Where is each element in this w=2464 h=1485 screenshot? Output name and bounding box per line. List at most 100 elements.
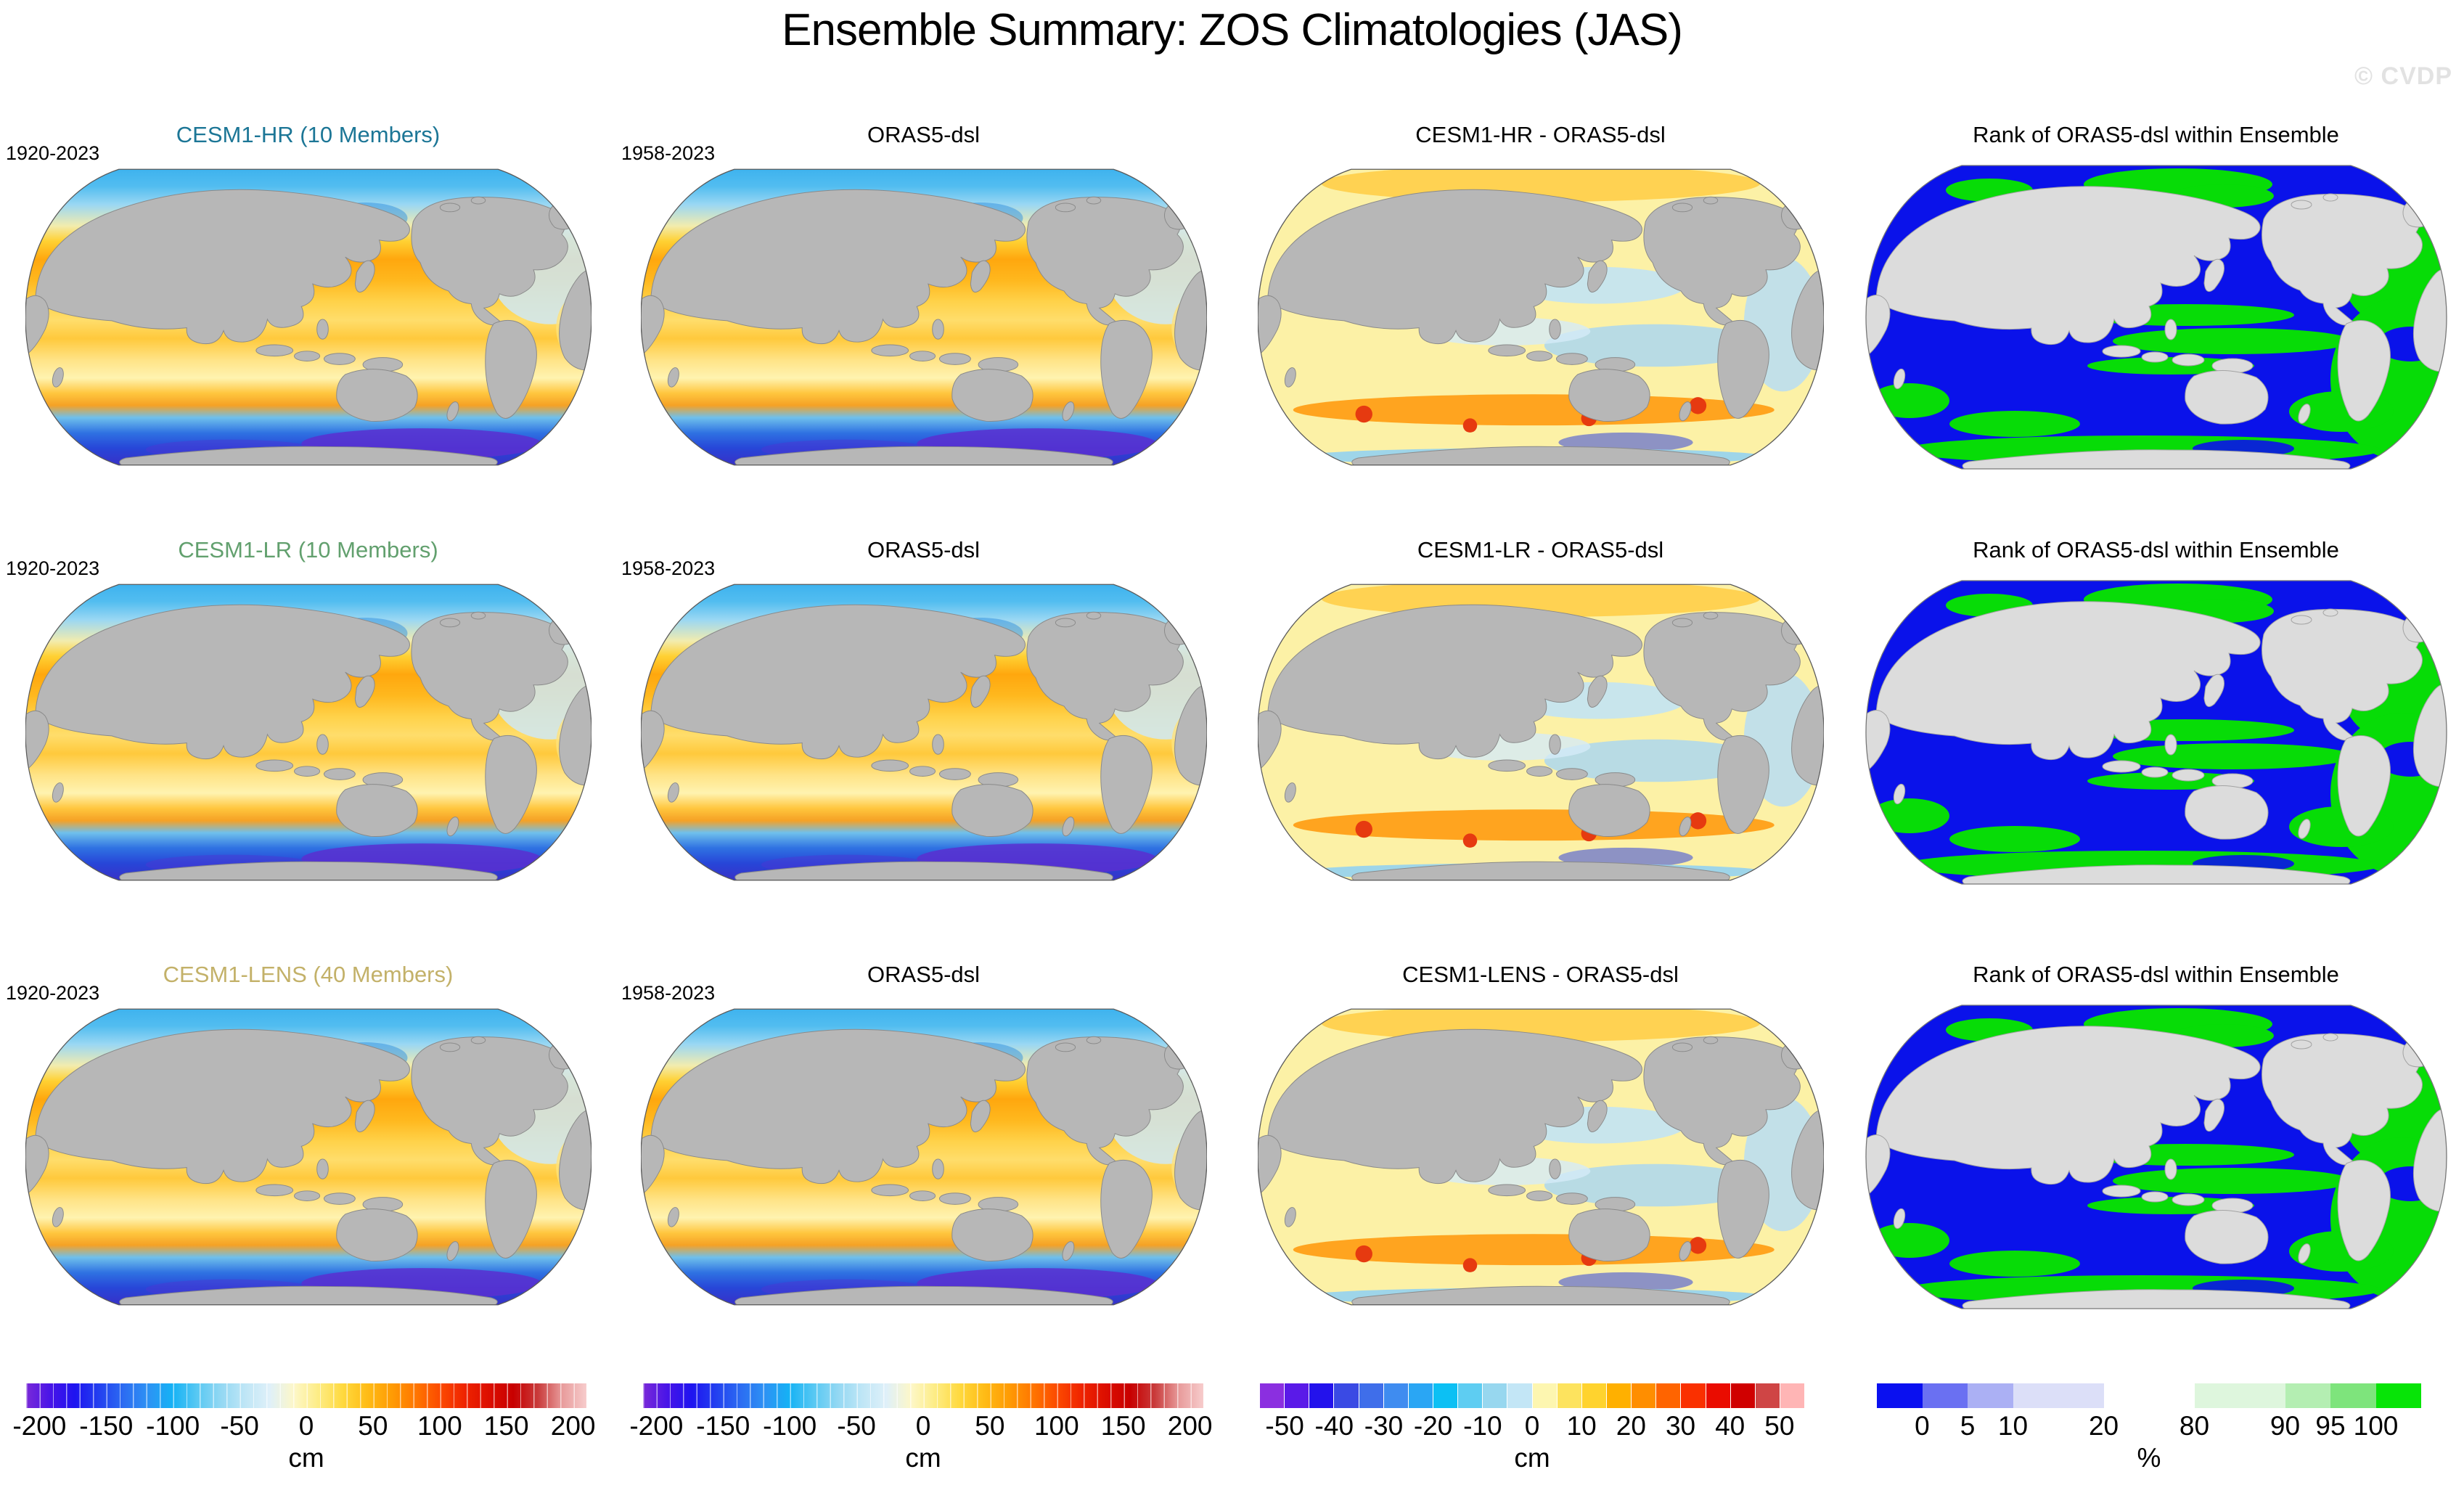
panel-title: CESM1-LR (10 Members)	[178, 537, 438, 562]
colorbar-tick-label: 20	[2088, 1411, 2119, 1441]
panel-date-label: 1958-2023	[621, 982, 716, 1004]
colorbar-tick-label: -200	[629, 1411, 684, 1441]
colorbar-ticks: -200 -150 -100 -50 0 50 100 150 200	[629, 1408, 1212, 1441]
panel-title: Rank of ORAS5-dsl within Ensemble	[1973, 122, 2339, 147]
cvdp-watermark: © CVDP	[2354, 62, 2452, 90]
panel-title: CESM1-HR (10 Members)	[176, 122, 441, 147]
colorbar-tick-label: -40	[1314, 1411, 1354, 1441]
panel-title: Rank of ORAS5-dsl within Ensemble	[1973, 537, 2339, 562]
panel-rank-cesm1-lens: Rank of ORAS5-dsl within Ensemble	[1849, 960, 2463, 1356]
page-title: Ensemble Summary: ZOS Climatologies (JAS…	[782, 5, 1683, 55]
panel-cesm1-lr-climatology: CESM1-LR (10 Members) 1920-2023	[1, 536, 615, 931]
colorbar-cell	[1877, 1383, 1923, 1408]
colorbar-ticks: -200 -150 -100 -50 0 50 100 150 200	[12, 1408, 595, 1441]
colorbar-tick-label: -100	[763, 1411, 817, 1441]
panel-title: ORAS5-dsl	[867, 537, 981, 562]
panel-title: Rank of ORAS5-dsl within Ensemble	[1973, 962, 2339, 987]
map-cesm1-lens-difference	[1258, 1001, 1824, 1313]
panel-title: ORAS5-dsl	[867, 962, 981, 987]
colorbar-climatology-1: -200 -150 -100 -50 0 50 100 150 200 cm	[12, 1383, 595, 1485]
colorbar-tick-label: 40	[1715, 1411, 1745, 1441]
panel-title: CESM1-HR - ORAS5-dsl	[1415, 122, 1666, 147]
colorbar-cell	[1260, 1383, 1285, 1408]
colorbar-cell	[1408, 1383, 1433, 1408]
colorbar-gradient	[643, 1383, 1203, 1408]
panel-date-label: 1920-2023	[6, 142, 100, 164]
colorbar-cell	[1483, 1383, 1507, 1408]
map-oras5-dsl-climatology-3	[641, 1001, 1207, 1313]
map-cesm1-hr-difference	[1258, 161, 1824, 473]
colorbar-tick-label: -50	[837, 1411, 876, 1441]
map-rank-oras5-dsl-cesm1-lr	[1854, 576, 2458, 888]
colorbar-cell	[1557, 1383, 1581, 1408]
colorbar-tick-label: 100	[417, 1411, 462, 1441]
map-rank-oras5-dsl-cesm1-lens	[1854, 1001, 2458, 1313]
colorbar-tick-label: 50	[975, 1411, 1005, 1441]
colorbar-tick-label: -50	[220, 1411, 259, 1441]
colorbar-tick-label: 95	[2315, 1411, 2346, 1441]
colorbar-tick-label: 20	[1616, 1411, 1646, 1441]
colorbar-ticks: 0 5 10 20 80 90 95 100	[1877, 1408, 2421, 1441]
map-cesm1-lr-difference	[1258, 576, 1824, 888]
colorbar-tick-label: -50	[1265, 1411, 1304, 1441]
colorbar-gradient	[26, 1383, 586, 1408]
colorbar-ticks: -50 -40 -30 -20 -10 0 10 20 30 40 50	[1260, 1408, 1804, 1441]
colorbar-cell	[1458, 1383, 1483, 1408]
colorbar-tick-label: 0	[1915, 1411, 1930, 1441]
colorbar-cell	[1433, 1383, 1458, 1408]
colorbar-tick-label: 50	[358, 1411, 388, 1441]
colorbar-cell	[2330, 1383, 2376, 1408]
colorbar-cell	[1681, 1383, 1706, 1408]
colorbar-rank-percent: 0 5 10 20 80 90 95 100 %	[1877, 1383, 2421, 1485]
colorbar-cell	[1755, 1383, 1780, 1408]
panel-cesm1-hr-minus-oras5-dsl: CESM1-HR - ORAS5-dsl	[1234, 120, 1847, 516]
map-oras5-dsl-climatology	[641, 161, 1207, 473]
colorbar-tick-label: 0	[1524, 1411, 1540, 1441]
map-cesm1-lr-climatology	[25, 576, 592, 888]
colorbar-tick-label: -30	[1364, 1411, 1404, 1441]
colorbar-cell	[1968, 1383, 2013, 1408]
colorbar-tick-label: 50	[1764, 1411, 1795, 1441]
panel-title: ORAS5-dsl	[867, 122, 981, 147]
colorbar-tick-label: 10	[1566, 1411, 1597, 1441]
colorbar-tick-label: 150	[483, 1411, 529, 1441]
colorbar-cell	[1383, 1383, 1408, 1408]
panel-cesm1-lens-climatology: CESM1-LENS (40 Members) 1920-2023	[1, 960, 615, 1356]
panel-oras5-dsl-climatology-3: ORAS5-dsl 1958-2023	[617, 960, 1230, 1356]
colorbar-cell	[2285, 1383, 2330, 1408]
colorbar-cell	[1334, 1383, 1359, 1408]
colorbar-tick-label: 0	[915, 1411, 931, 1441]
colorbar-climatology-2: -200 -150 -100 -50 0 50 100 150 200 cm	[629, 1383, 1212, 1485]
panel-rank-cesm1-hr: Rank of ORAS5-dsl within Ensemble	[1849, 120, 2463, 516]
colorbar-tick-label: 150	[1100, 1411, 1146, 1441]
panel-date-label: 1958-2023	[621, 557, 716, 579]
colorbar-cell	[1359, 1383, 1383, 1408]
panel-oras5-dsl-climatology-2: ORAS5-dsl 1958-2023	[617, 536, 1230, 931]
panel-title: CESM1-LR - ORAS5-dsl	[1417, 537, 1664, 562]
colorbar-cell	[1581, 1383, 1606, 1408]
colorbar-unit: cm	[288, 1443, 324, 1473]
colorbar-tick-label: -20	[1413, 1411, 1453, 1441]
colorbar-tick-label: -200	[12, 1411, 67, 1441]
colorbar-tick-label: -10	[1463, 1411, 1502, 1441]
colorbar-tick-label: -150	[696, 1411, 750, 1441]
colorbar-unit: cm	[1514, 1443, 1550, 1473]
colorbar-cell	[1730, 1383, 1755, 1408]
panel-date-label: 1958-2023	[621, 142, 716, 164]
panel-cesm1-hr-climatology: CESM1-HR (10 Members) 1920-2023	[1, 120, 615, 516]
colorbar-tick-label: 5	[1960, 1411, 1976, 1441]
panel-rank-cesm1-lr: Rank of ORAS5-dsl within Ensemble	[1849, 536, 2463, 931]
panel-title: CESM1-LENS (40 Members)	[163, 962, 454, 987]
colorbar-tick-label: 200	[1167, 1411, 1213, 1441]
colorbar-tick-label: 30	[1665, 1411, 1696, 1441]
colorbar-cell	[1606, 1383, 1632, 1408]
colorbar-tick-label: 0	[298, 1411, 314, 1441]
colorbar-gradient	[1260, 1383, 1805, 1408]
colorbar-cell	[1656, 1383, 1681, 1408]
colorbar-cell	[1922, 1383, 1968, 1408]
colorbar-tick-label: 100	[2353, 1411, 2399, 1441]
map-cesm1-lens-climatology	[25, 1001, 592, 1313]
colorbar-cell	[1285, 1383, 1309, 1408]
colorbar-cell	[1706, 1383, 1730, 1408]
colorbar-cell	[1780, 1383, 1805, 1408]
